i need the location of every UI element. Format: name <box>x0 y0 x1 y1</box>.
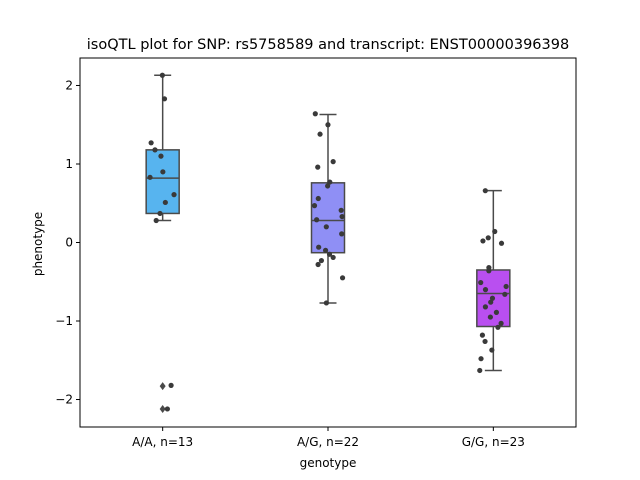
data-point <box>157 210 163 217</box>
data-point <box>153 217 159 224</box>
data-point <box>330 159 336 165</box>
data-point <box>326 251 333 257</box>
data-point <box>152 147 158 153</box>
data-point <box>147 174 153 180</box>
data-point <box>327 179 333 185</box>
y-tick-label: 1 <box>65 157 73 171</box>
data-point <box>314 217 320 223</box>
data-point <box>338 207 344 213</box>
data-point <box>479 332 486 338</box>
data-point <box>330 254 336 261</box>
y-axis-label: phenotype <box>31 212 45 276</box>
data-point <box>315 195 321 202</box>
data-point <box>488 299 494 305</box>
outlier-marker <box>159 404 166 413</box>
data-point <box>478 279 484 286</box>
data-point <box>486 268 492 274</box>
data-point <box>485 235 491 241</box>
y-tick-label: −1 <box>55 314 73 328</box>
data-point <box>480 238 486 244</box>
data-point <box>482 287 489 293</box>
data-point <box>498 320 504 326</box>
data-point <box>493 309 500 315</box>
y-tick-label: 0 <box>65 236 73 250</box>
data-point <box>316 244 322 250</box>
data-point <box>482 304 489 310</box>
data-point <box>495 324 501 330</box>
y-tick-label: −2 <box>55 393 73 407</box>
box <box>145 149 180 215</box>
data-point <box>160 169 166 175</box>
y-tick-label: 2 <box>65 78 73 92</box>
x-tick-label: A/G, n=22 <box>297 435 359 449</box>
chart-title: isoQTL plot for SNP: rs5758589 and trans… <box>87 37 569 53</box>
data-point <box>323 300 329 306</box>
data-point <box>317 131 323 137</box>
data-point <box>159 72 165 78</box>
data-point <box>478 356 484 362</box>
x-tick-label: A/A, n=13 <box>132 435 193 449</box>
data-point <box>503 283 509 290</box>
data-point <box>161 96 168 102</box>
outlier-marker <box>159 382 166 391</box>
data-point <box>315 164 321 170</box>
data-point <box>492 228 498 235</box>
data-point <box>502 291 508 297</box>
data-point <box>323 224 329 230</box>
x-axis-label: genotype <box>300 456 357 470</box>
data-point <box>311 203 318 209</box>
data-point <box>489 295 496 301</box>
data-point <box>164 406 170 412</box>
x-tick-label: G/G, n=23 <box>462 435 525 449</box>
data-point <box>482 338 488 345</box>
data-point <box>148 140 154 146</box>
data-point <box>318 257 325 264</box>
data-point <box>162 199 168 206</box>
data-point <box>477 367 483 374</box>
data-point <box>325 122 331 128</box>
data-point <box>325 183 331 189</box>
data-point <box>339 213 345 220</box>
data-point <box>487 314 493 320</box>
data-point <box>482 188 488 194</box>
data-point <box>171 192 177 198</box>
plot-area: −2 −1 0 1 2 A/A, n=13 A/G, n=22 G/G, n=23 <box>55 57 577 449</box>
data-point <box>498 240 505 246</box>
data-point <box>315 261 321 268</box>
data-point <box>322 247 329 253</box>
data-point <box>339 231 345 237</box>
data-point <box>168 382 174 388</box>
data-point <box>312 111 318 117</box>
data-point <box>158 153 164 159</box>
box <box>476 269 511 328</box>
data-point <box>489 347 495 353</box>
data-point <box>339 275 346 281</box>
